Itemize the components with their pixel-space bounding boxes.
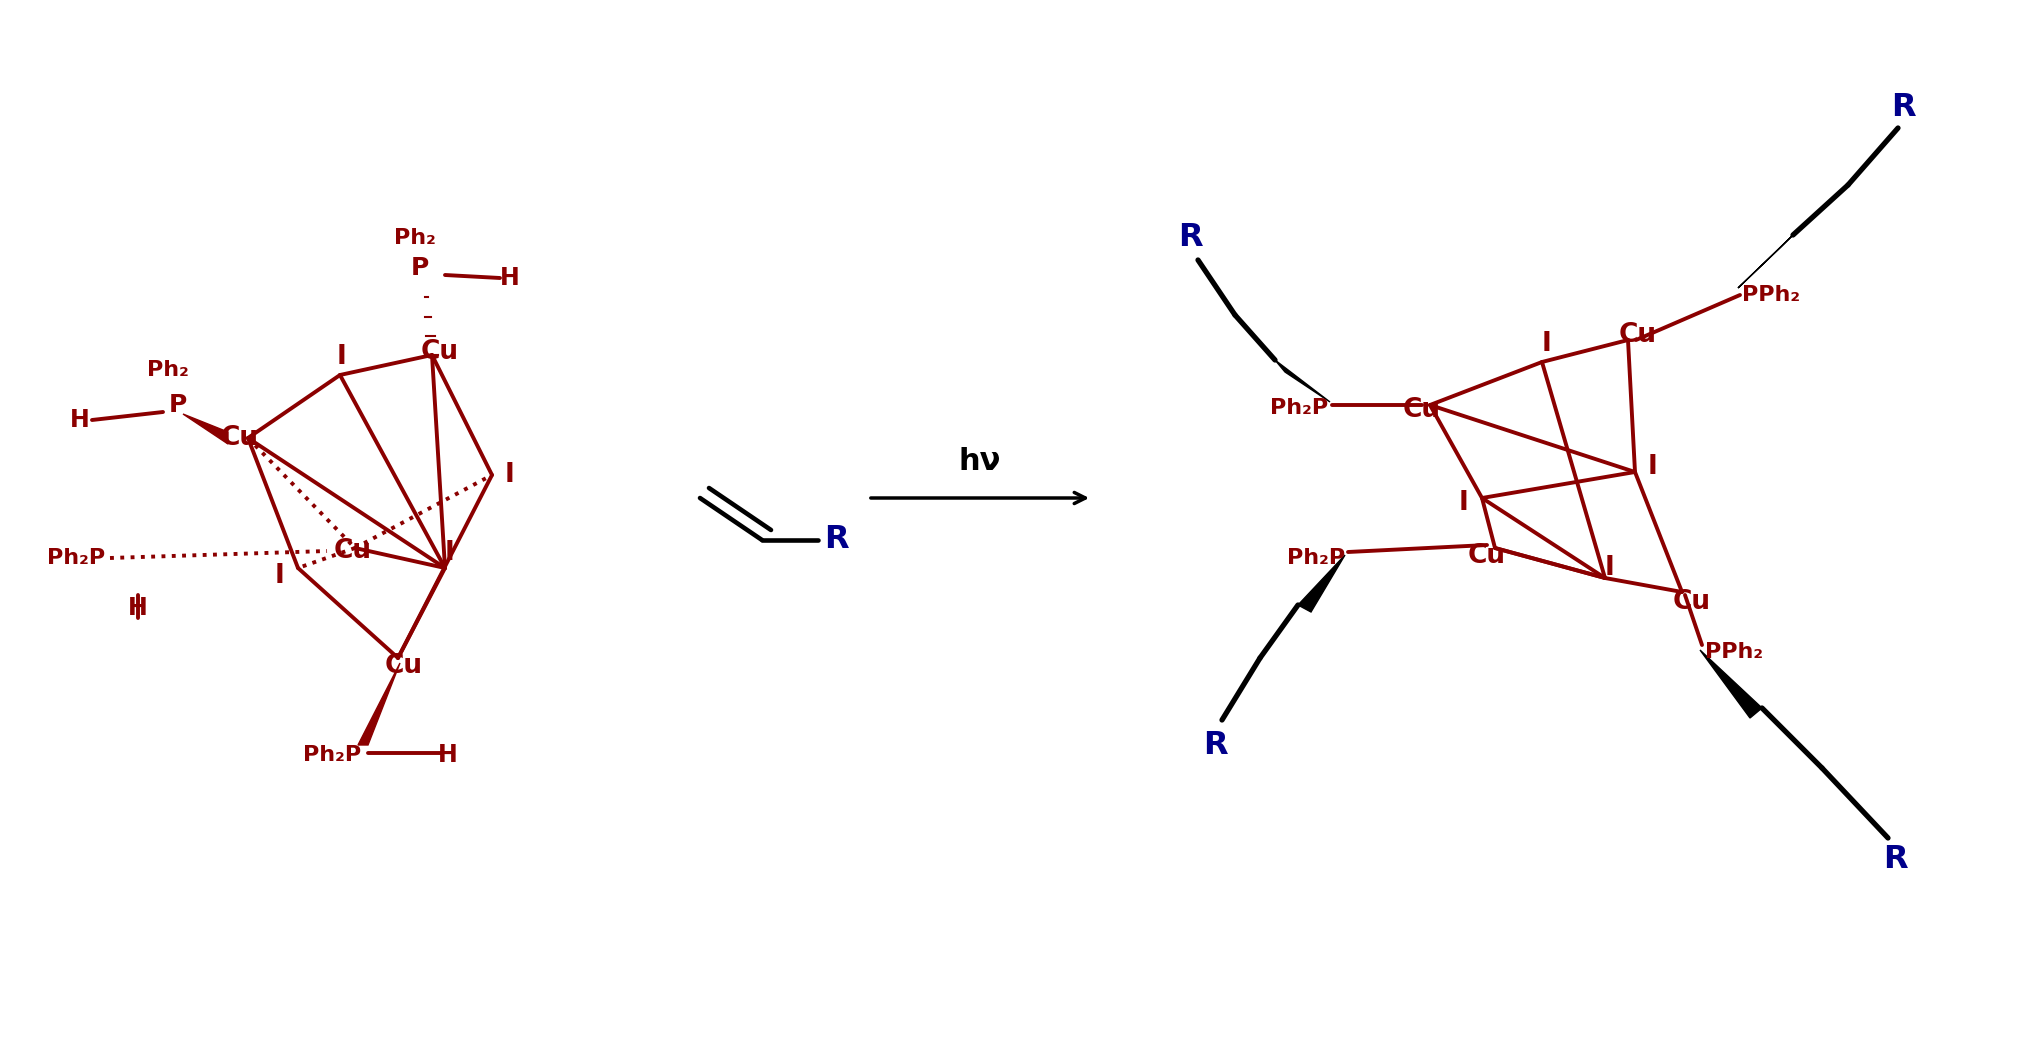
Text: I: I (1459, 490, 1469, 516)
Text: Cu: Cu (1467, 543, 1506, 569)
Text: I: I (444, 540, 454, 566)
Text: H: H (69, 408, 90, 432)
Polygon shape (1276, 360, 1331, 402)
Text: R: R (1178, 222, 1202, 253)
Text: I: I (505, 462, 516, 488)
Text: R: R (823, 524, 848, 555)
Text: Cu: Cu (220, 425, 259, 450)
Text: R: R (1883, 845, 1908, 875)
Text: Cu: Cu (1402, 397, 1441, 424)
Polygon shape (1700, 650, 1763, 718)
Text: I: I (1649, 454, 1657, 480)
Text: I: I (336, 344, 346, 370)
Polygon shape (1298, 555, 1345, 612)
Text: Ph₂: Ph₂ (393, 228, 436, 248)
Text: H: H (128, 596, 149, 620)
Text: Cu: Cu (1618, 322, 1657, 348)
Text: H: H (499, 266, 520, 290)
Text: I: I (1606, 555, 1614, 581)
Polygon shape (1738, 235, 1793, 288)
Text: Ph₂P: Ph₂P (304, 745, 361, 765)
Text: P: P (412, 256, 430, 280)
Text: PPh₂: PPh₂ (1706, 641, 1763, 662)
Text: Cu: Cu (385, 653, 424, 679)
Text: I: I (1543, 331, 1551, 357)
Text: H: H (438, 743, 459, 767)
Text: Ph₂P: Ph₂P (1270, 398, 1329, 418)
Polygon shape (183, 414, 228, 444)
Text: R: R (1891, 91, 1916, 122)
Text: Ph₂P: Ph₂P (1286, 548, 1345, 568)
Text: PPh₂: PPh₂ (1742, 285, 1800, 305)
Text: Ph₂P: Ph₂P (47, 548, 106, 568)
Text: Ph₂: Ph₂ (147, 360, 190, 380)
Text: R: R (1202, 730, 1227, 761)
Text: Cu: Cu (1673, 589, 1712, 614)
Text: Cu: Cu (422, 339, 459, 365)
Text: Cu: Cu (334, 538, 373, 564)
Text: P: P (169, 393, 187, 417)
Text: hν: hν (958, 447, 1001, 476)
Text: I: I (275, 563, 285, 589)
Polygon shape (359, 663, 399, 745)
